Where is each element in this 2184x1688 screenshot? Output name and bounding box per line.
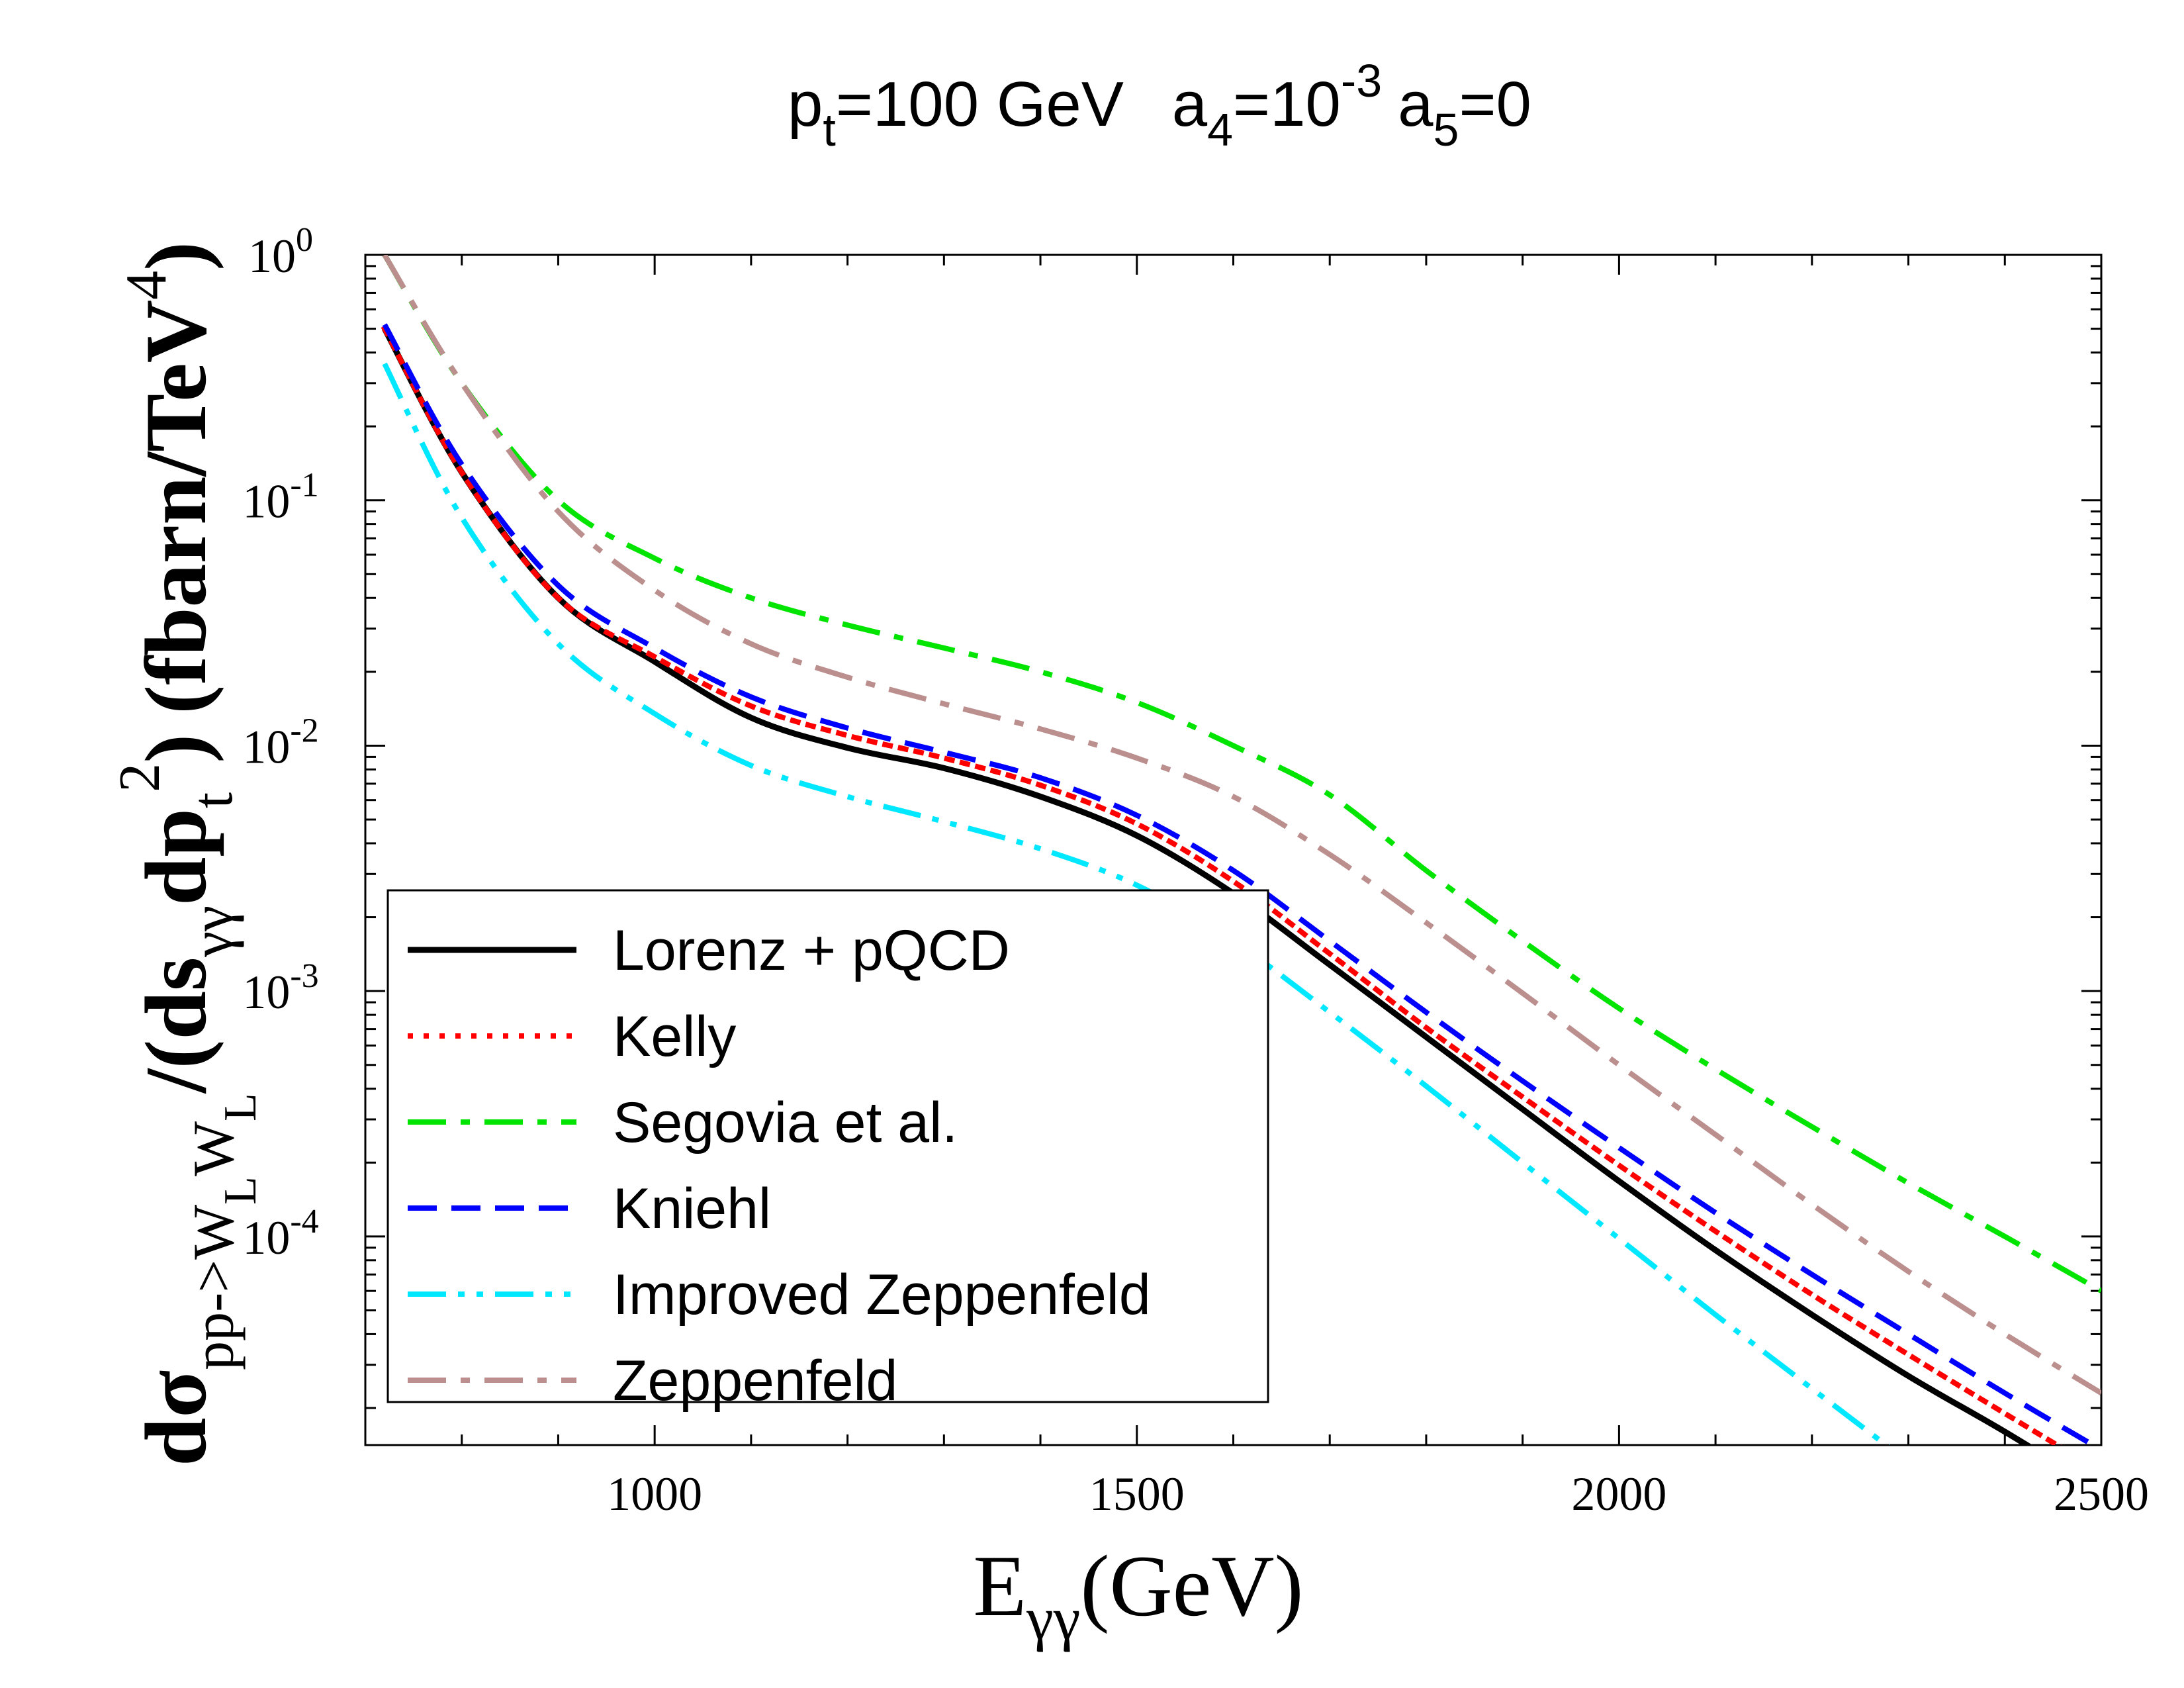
legend: Lorenz + pQCD Kelly Segovia et al. Kniehl Im… — [387, 889, 1269, 1413]
ylabel-w2: W — [182, 1121, 246, 1176]
legend-label-zeppenfeld: Zeppenfeld — [613, 1349, 897, 1413]
legend-box — [387, 889, 1269, 1403]
x-tick-label: 1500 — [1089, 1468, 1185, 1521]
series-line-zeppenfeld — [382, 255, 2101, 1395]
y-tick-label: 10-3 — [242, 957, 318, 1019]
svg-text:dσpp->WLWL/(dsγγdpt2)(fbarn/Te: dσpp->WLWL/(dsγγdpt2)(fbarn/TeV4) — [108, 242, 266, 1466]
ylabel-wl2-sub: L — [215, 1093, 266, 1121]
legend-label-segovia-et-al: Segovia et al. — [613, 1091, 958, 1154]
title-pt-label: p — [788, 69, 823, 140]
series-line-segovia-et-al — [382, 255, 2101, 1293]
legend-label-kniehl: Kniehl — [613, 1177, 771, 1241]
ylabel-units-exp: 4 — [114, 271, 179, 300]
xlabel-main: E — [973, 1537, 1026, 1634]
legend-label-improved-zeppenfeld: Improved Zeppenfeld — [613, 1263, 1151, 1327]
x-axis-title: Eγγ(GeV) — [973, 1537, 1303, 1652]
legend-label-kelly: Kelly — [613, 1005, 736, 1068]
ylabel-denominator: /(ds — [127, 957, 224, 1094]
plot-area: 1000 1500 2000 2500 100 10-1 10-2 10-3 10-4 — [242, 221, 2149, 1521]
y-tick-label: 10-1 — [242, 467, 318, 528]
ylabel-t-sub: t — [181, 792, 245, 808]
ylabel-wl1-sub: L — [215, 1176, 266, 1205]
series-line-kniehl — [382, 323, 2099, 1445]
x-tick-label: 1000 — [607, 1468, 702, 1521]
title-pt-sub: t — [823, 104, 835, 156]
title-pt-value: =100 GeV — [836, 69, 1124, 140]
ylabel-units-close: ) — [127, 242, 224, 271]
title-a4-exp: -3 — [1341, 55, 1382, 107]
y-axis-title: dσpp->WLWL/(dsγγdpt2)(fbarn/TeV4) — [108, 242, 266, 1466]
xlabel-sub: γγ — [1026, 1585, 1080, 1652]
ylabel-close: ) — [127, 734, 224, 763]
ylabel-dsigma: dσ — [127, 1370, 224, 1466]
x-tick-label: 2500 — [2054, 1468, 2149, 1521]
y-tick-label: 10-2 — [242, 712, 318, 773]
title-a5-label: a — [1398, 69, 1433, 140]
y-tick-label: 100 — [248, 221, 313, 283]
title-a4-label: a — [1172, 69, 1208, 140]
title-a4-value: =10 — [1233, 69, 1341, 140]
title-a4-sub: 4 — [1207, 104, 1233, 156]
series-line-kelly — [381, 325, 2063, 1445]
ylabel-gg-sub: γγ — [181, 906, 245, 958]
y-tick-label: 10-4 — [242, 1203, 318, 1264]
curves — [381, 255, 2101, 1445]
ylabel-dp: dp — [127, 808, 224, 906]
chart-title: pt=100 GeV a4=10-3 a5=0 — [788, 55, 1531, 156]
ylabel-units: (fbarn/TeV — [127, 300, 224, 714]
x-tick-label: 2000 — [1571, 1468, 1666, 1521]
xlabel-rest: (GeV) — [1080, 1537, 1303, 1634]
title-a5-sub: 5 — [1433, 104, 1459, 156]
legend-label-lorenz-pqcd: Lorenz + pQCD — [613, 919, 1010, 982]
ylabel-sigma-sub: pp->W — [182, 1205, 246, 1370]
title-a5-value: =0 — [1459, 69, 1531, 140]
ylabel-sq: 2 — [108, 763, 172, 792]
